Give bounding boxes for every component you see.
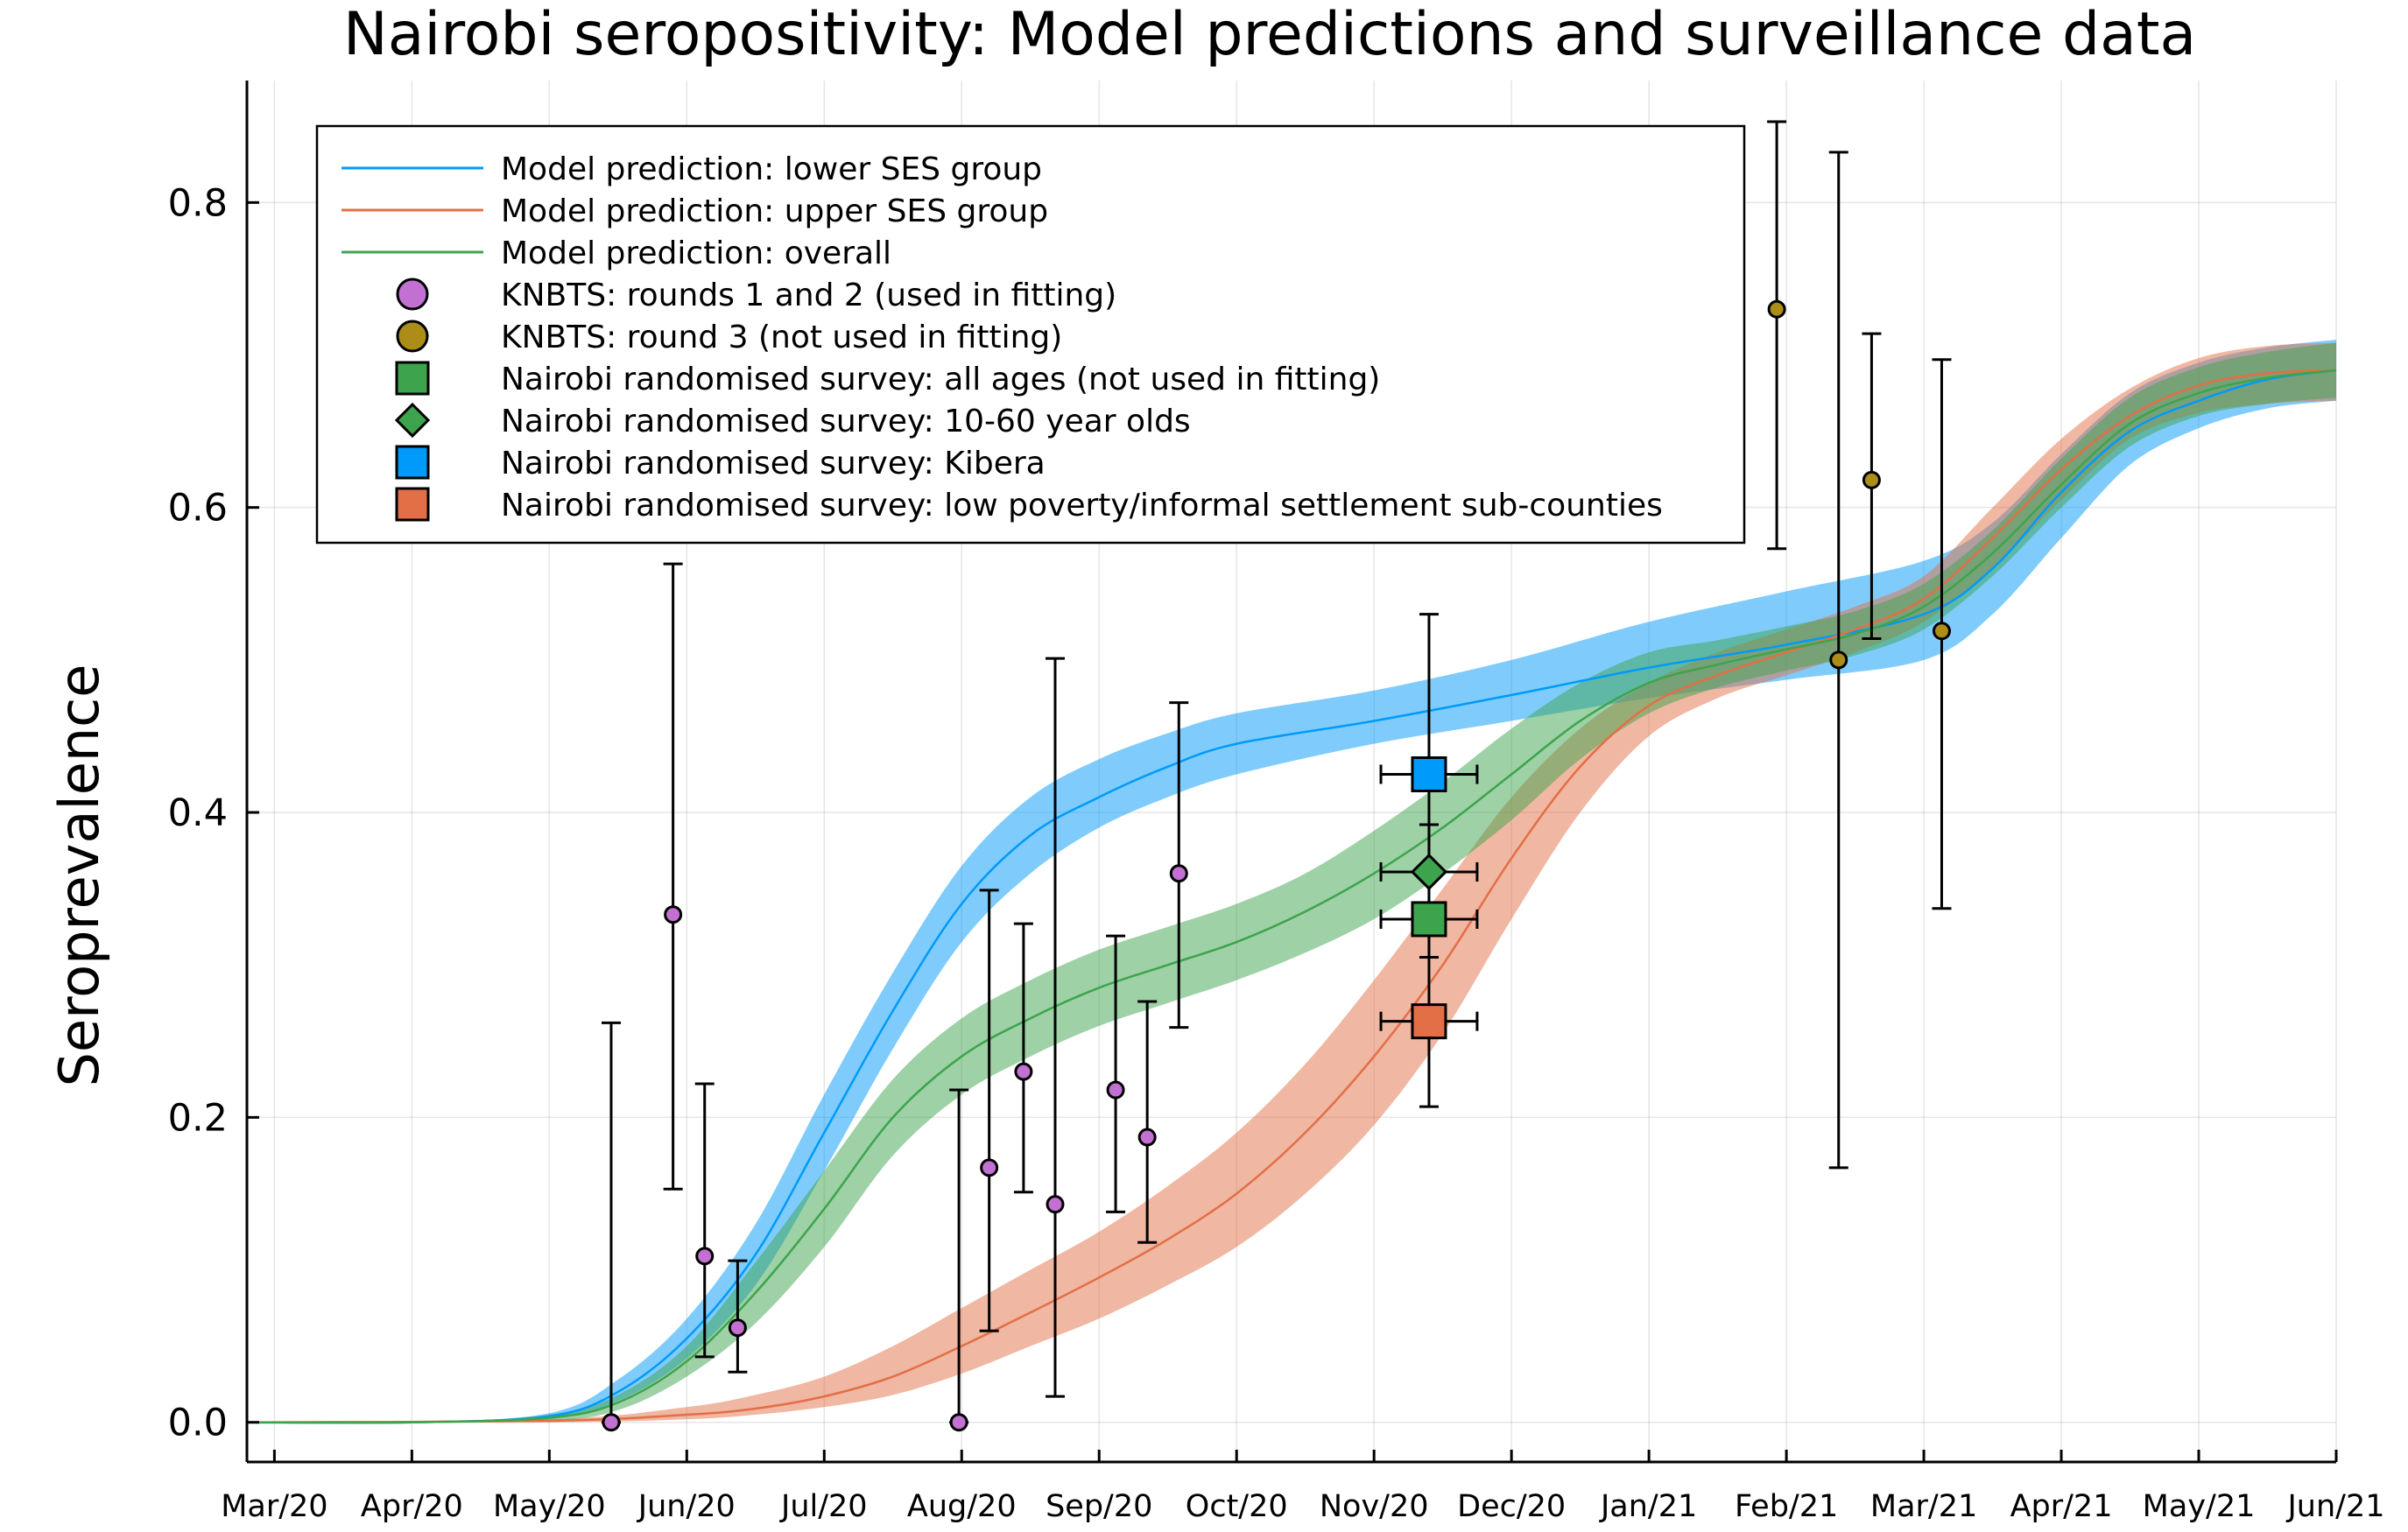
x-tick-label: Mar/21 [1870,1489,1977,1524]
point-group-3 [1411,901,1447,938]
band-series-3 [247,342,2336,1423]
legend-label: Nairobi randomised survey: 10-60 year ol… [501,404,1191,439]
point-group-1 [1046,1195,1065,1214]
line-series-2 [246,369,2337,1423]
line-series-3 [246,369,2337,1424]
y-tick-label: 0.2 [168,1096,228,1140]
x-tick-label: Jan/21 [1599,1489,1697,1524]
point-group-1 [1169,864,1188,883]
y-tick-label: 0.6 [168,487,228,531]
x-tick-label: Apr/20 [361,1489,463,1524]
x-tick-label: Mar/20 [221,1489,327,1524]
x-tick-label: Feb/21 [1735,1489,1838,1524]
x-tick-label: May/20 [493,1489,606,1524]
point-group-2 [1829,650,1848,670]
point-group-1 [1106,1080,1125,1100]
legend-label: KNBTS: rounds 1 and 2 (used in fitting) [501,278,1116,313]
y-tick-label: 0.0 [168,1402,228,1445]
confidence-bands [247,340,2336,1423]
x-tick-label: Jun/21 [2285,1489,2384,1524]
x-tick-label: Jun/20 [637,1489,736,1524]
y-axis-label: Seroprevalence [47,664,111,1087]
point-group-1 [949,1413,968,1432]
point-group-1 [1014,1062,1033,1081]
legend-swatch-circle [396,278,429,311]
legend: Model prediction: lower SES group Model p… [315,124,1746,545]
point-group-1 [728,1318,747,1338]
x-tick-label: Jul/20 [779,1489,868,1524]
point-group-1 [695,1247,715,1266]
legend-swatch-square [395,487,430,522]
legend-label: KNBTS: round 3 (not used in fitting) [501,320,1062,355]
point-group-2 [1767,299,1786,319]
legend-label: Nairobi randomised survey: Kibera [501,446,1046,481]
axes: Mar/20 Apr/20 May/20 Jun/20 Jul/20 Aug/20 Sep/… [168,81,2385,1524]
point-group-1 [1137,1128,1157,1147]
x-tick-label: Sep/20 [1046,1489,1152,1524]
point-group-1 [980,1158,999,1177]
legend-label: Nairobi randomised survey: all ages (not… [501,362,1380,397]
point-group-1 [664,905,683,924]
band-series-1 [247,340,2336,1423]
x-tick-label: Apr/21 [2010,1489,2113,1524]
model-lines [246,369,2337,1424]
x-tick-label: Oct/20 [1186,1489,1288,1524]
point-group-1 [602,1413,621,1432]
legend-label: Nairobi randomised survey: low poverty/i… [501,488,1663,524]
legend-swatch-diamond [394,402,431,439]
x-tick-label: May/21 [2143,1489,2256,1524]
legend-label: Model prediction: upper SES group [501,193,1048,229]
legend-label: Model prediction: overall [501,235,891,271]
x-tick-label: Dec/20 [1457,1489,1566,1524]
point-group-5 [1411,755,1447,792]
x-tick-label: Nov/20 [1320,1489,1429,1524]
legend-swatch-square [395,361,430,396]
point-group-4 [1410,853,1448,891]
point-group-6 [1411,1003,1447,1040]
point-group-2 [1932,622,1951,641]
chart-title: Nairobi seropositivity: Model prediction… [343,0,2196,69]
legend-label: Model prediction: lower SES group [501,151,1042,187]
y-tick-label: 0.8 [168,181,228,225]
y-tick-label: 0.4 [168,791,228,835]
line-series-1 [246,369,2337,1424]
legend-swatch-square [395,445,430,480]
legend-swatch-circle [396,320,429,353]
legend-box [315,124,1746,545]
x-tick-label: Aug/20 [907,1489,1017,1524]
point-group-2 [1862,470,1881,489]
data-points [602,299,1951,1432]
